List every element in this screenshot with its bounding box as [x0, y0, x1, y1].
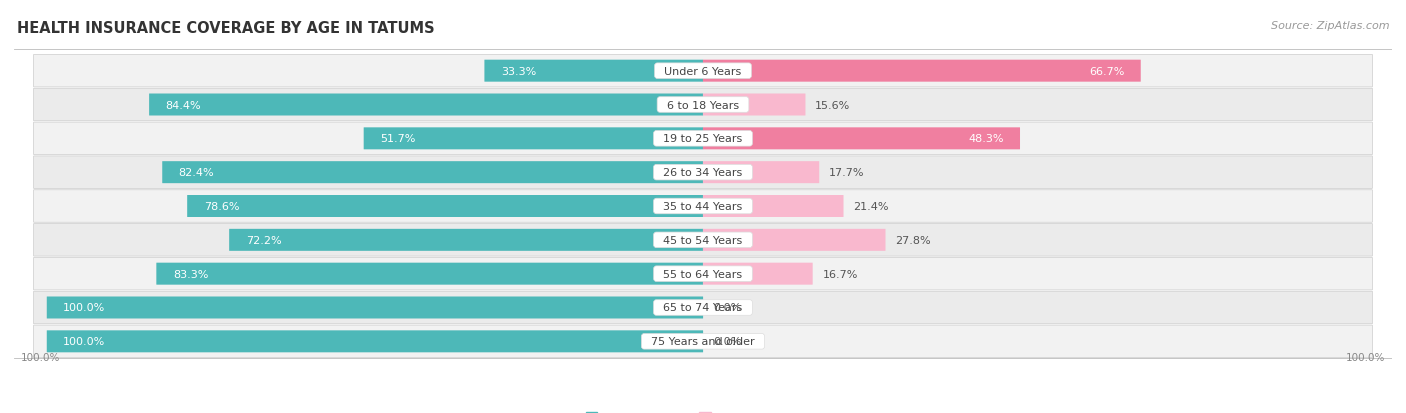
FancyBboxPatch shape — [703, 61, 1140, 83]
FancyBboxPatch shape — [46, 330, 703, 352]
Text: 27.8%: 27.8% — [896, 235, 931, 245]
FancyBboxPatch shape — [34, 157, 1372, 189]
Text: Source: ZipAtlas.com: Source: ZipAtlas.com — [1271, 21, 1389, 31]
FancyBboxPatch shape — [187, 195, 703, 218]
Text: 66.7%: 66.7% — [1088, 66, 1125, 76]
FancyBboxPatch shape — [703, 162, 820, 184]
FancyBboxPatch shape — [703, 128, 1019, 150]
Text: 78.6%: 78.6% — [204, 202, 239, 211]
FancyBboxPatch shape — [34, 292, 1372, 324]
Text: 16.7%: 16.7% — [823, 269, 858, 279]
FancyBboxPatch shape — [34, 123, 1372, 155]
Text: 100.0%: 100.0% — [63, 303, 105, 313]
Text: 19 to 25 Years: 19 to 25 Years — [657, 134, 749, 144]
FancyBboxPatch shape — [703, 195, 844, 218]
FancyBboxPatch shape — [703, 94, 806, 116]
FancyBboxPatch shape — [46, 297, 703, 319]
Text: 48.3%: 48.3% — [967, 134, 1004, 144]
Text: 17.7%: 17.7% — [830, 168, 865, 178]
Text: 100.0%: 100.0% — [63, 337, 105, 347]
FancyBboxPatch shape — [149, 94, 703, 116]
Text: 33.3%: 33.3% — [501, 66, 536, 76]
FancyBboxPatch shape — [156, 263, 703, 285]
Text: 84.4%: 84.4% — [166, 100, 201, 110]
FancyBboxPatch shape — [703, 263, 813, 285]
FancyBboxPatch shape — [162, 162, 703, 184]
Text: 100.0%: 100.0% — [21, 352, 60, 362]
Text: 45 to 54 Years: 45 to 54 Years — [657, 235, 749, 245]
FancyBboxPatch shape — [229, 229, 703, 251]
Text: Under 6 Years: Under 6 Years — [658, 66, 748, 76]
FancyBboxPatch shape — [485, 61, 703, 83]
Text: 51.7%: 51.7% — [380, 134, 416, 144]
Text: 72.2%: 72.2% — [246, 235, 281, 245]
FancyBboxPatch shape — [34, 190, 1372, 223]
Text: 65 to 74 Years: 65 to 74 Years — [657, 303, 749, 313]
Text: 26 to 34 Years: 26 to 34 Years — [657, 168, 749, 178]
Text: 15.6%: 15.6% — [815, 100, 851, 110]
FancyBboxPatch shape — [34, 258, 1372, 290]
Text: 75 Years and older: 75 Years and older — [644, 337, 762, 347]
FancyBboxPatch shape — [34, 89, 1372, 121]
Text: 0.0%: 0.0% — [713, 303, 741, 313]
FancyBboxPatch shape — [34, 224, 1372, 256]
Text: 35 to 44 Years: 35 to 44 Years — [657, 202, 749, 211]
FancyBboxPatch shape — [34, 325, 1372, 358]
Text: 21.4%: 21.4% — [853, 202, 889, 211]
Text: HEALTH INSURANCE COVERAGE BY AGE IN TATUMS: HEALTH INSURANCE COVERAGE BY AGE IN TATU… — [17, 21, 434, 36]
FancyBboxPatch shape — [34, 55, 1372, 88]
FancyBboxPatch shape — [364, 128, 703, 150]
Text: 83.3%: 83.3% — [173, 269, 208, 279]
Text: 100.0%: 100.0% — [1346, 352, 1385, 362]
Text: 55 to 64 Years: 55 to 64 Years — [657, 269, 749, 279]
Text: 0.0%: 0.0% — [713, 337, 741, 347]
Legend: With Coverage, Without Coverage: With Coverage, Without Coverage — [582, 408, 824, 413]
Text: 82.4%: 82.4% — [179, 168, 214, 178]
FancyBboxPatch shape — [703, 229, 886, 251]
Text: 6 to 18 Years: 6 to 18 Years — [659, 100, 747, 110]
